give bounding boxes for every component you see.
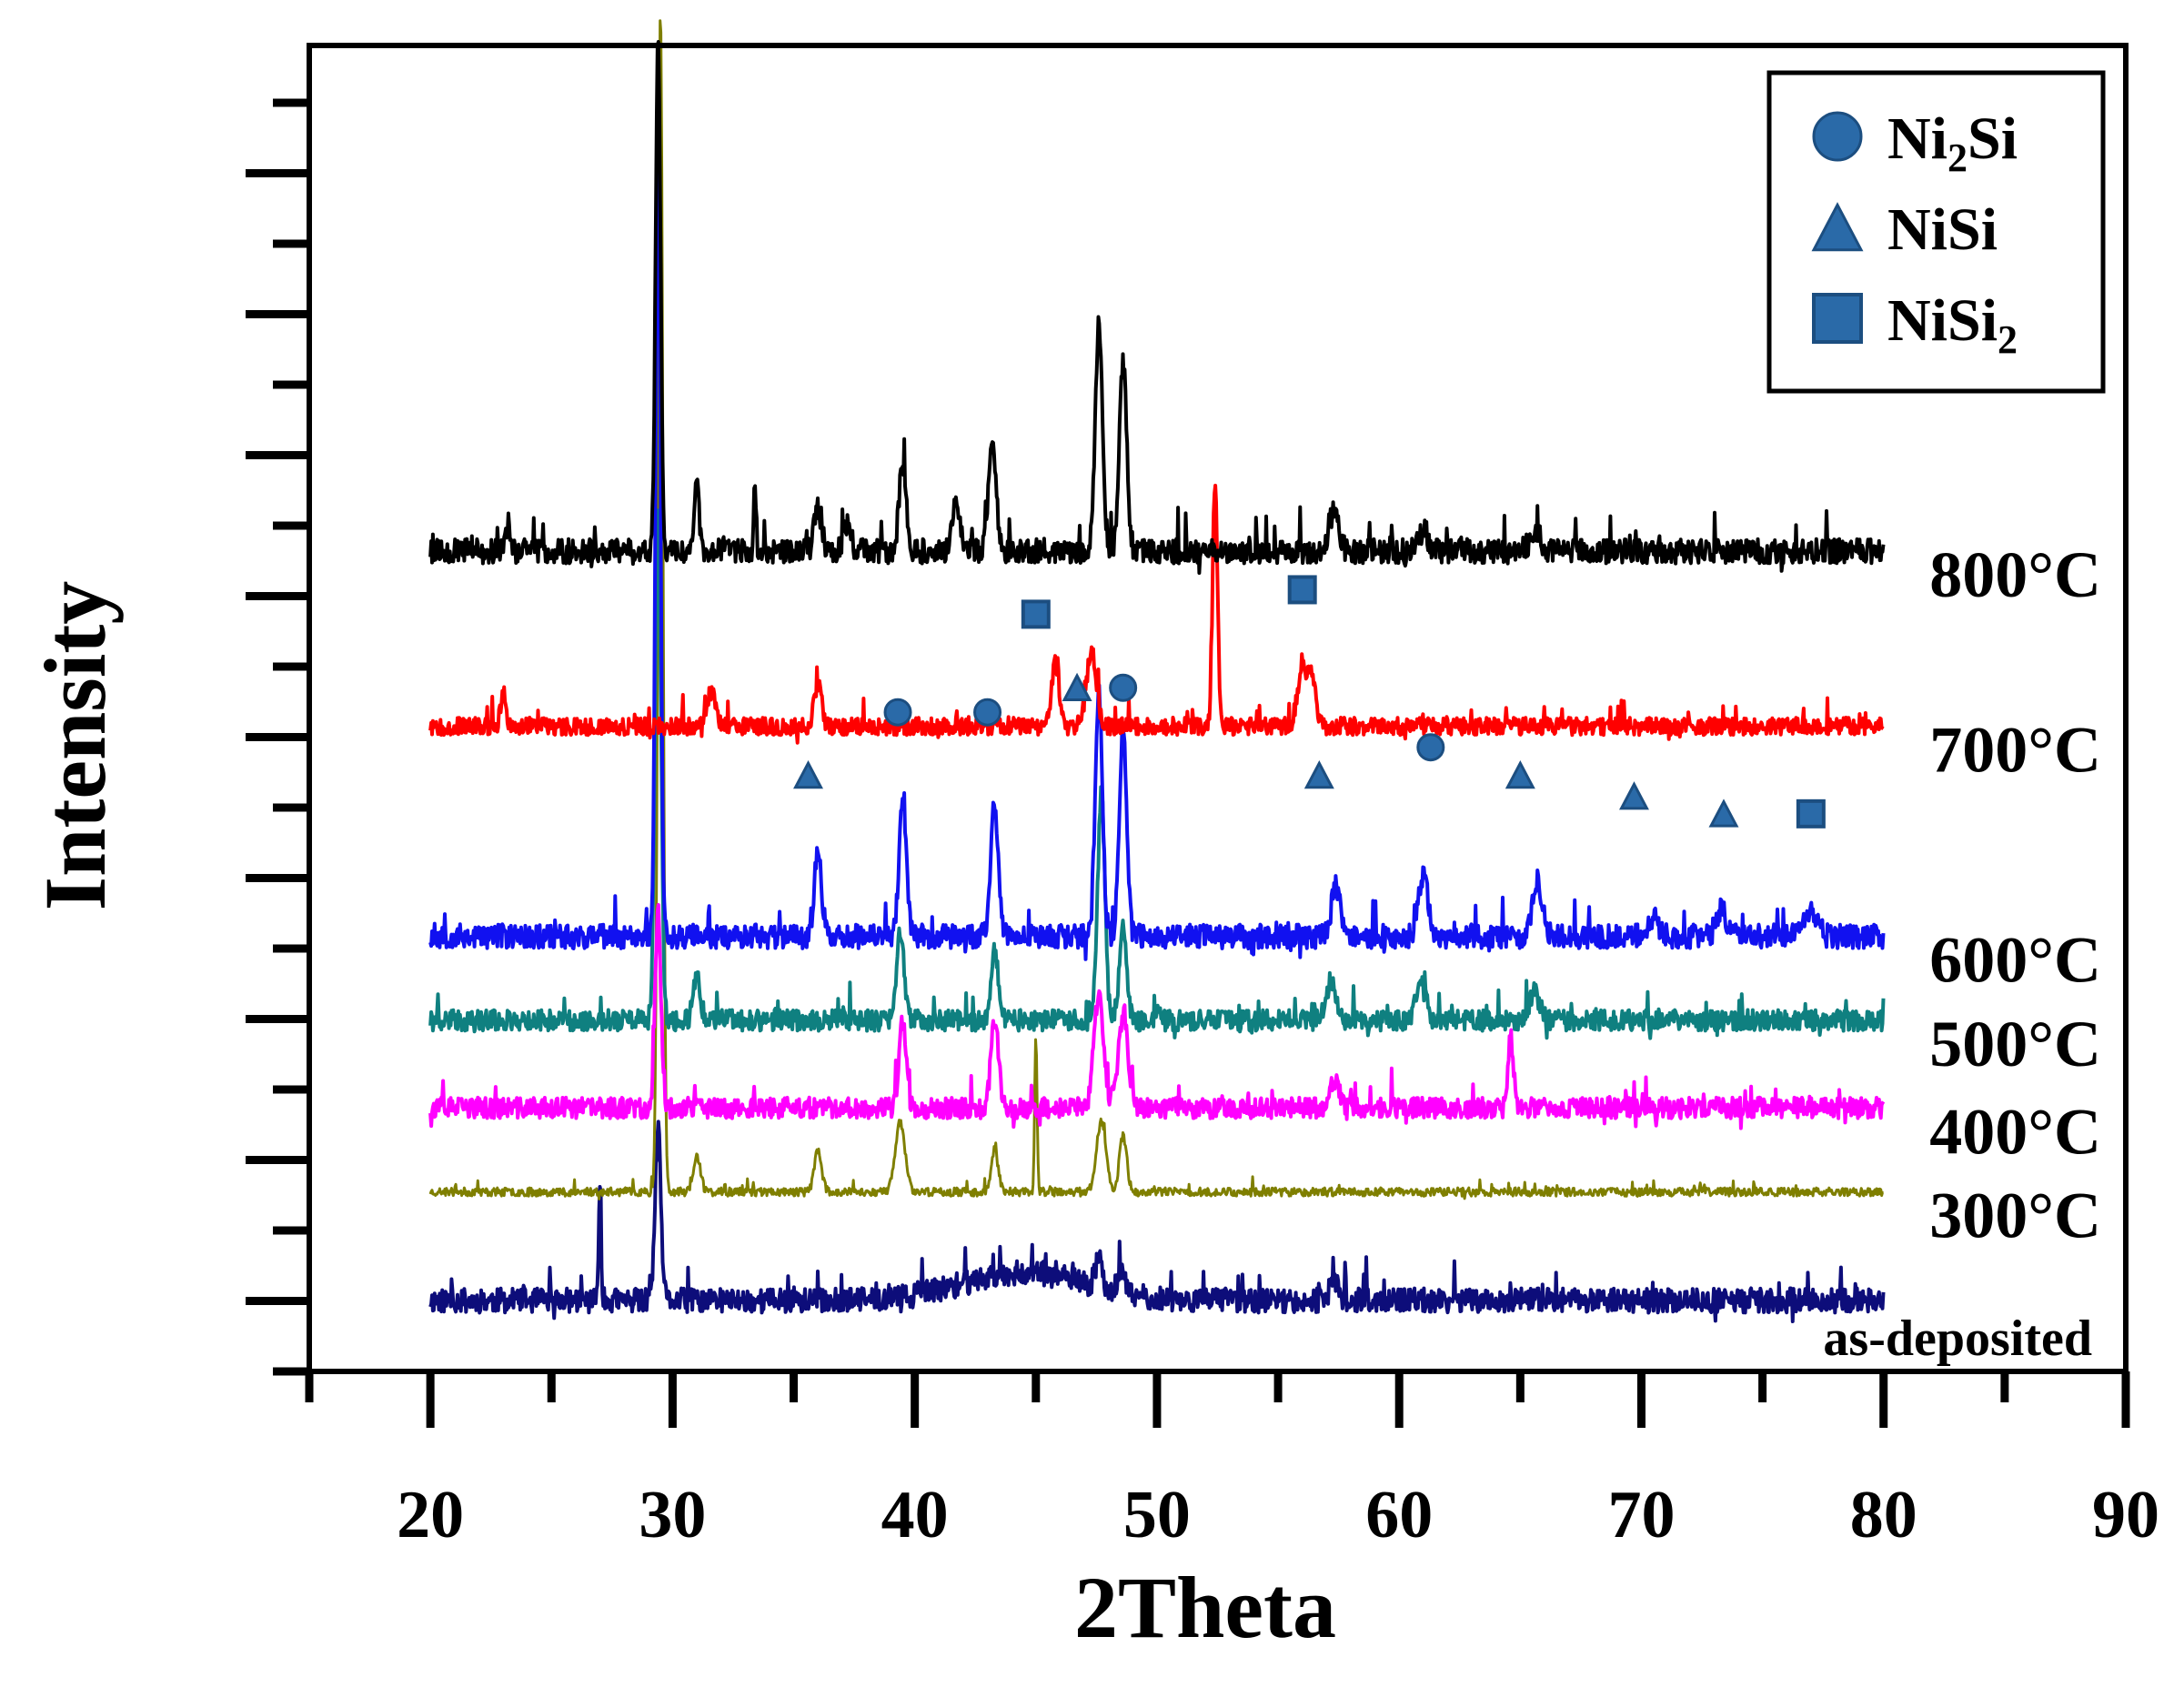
- x-tick-label: 20: [397, 1478, 464, 1552]
- series-label: 600°C: [1929, 924, 2101, 997]
- series-line: [428, 1120, 1886, 1323]
- triangle-marker: [1708, 798, 1739, 828]
- series-layer: [428, 19, 1886, 1323]
- x-tick-label: 80: [1850, 1478, 1917, 1552]
- square-marker: [1796, 798, 1826, 828]
- series-labels: as-deposited 300°C 400°C 500°C 600°C 700°C 800…: [1823, 538, 2101, 1367]
- series-line: [428, 19, 1884, 1200]
- x-tick-label: 50: [1123, 1478, 1191, 1552]
- circle-marker: [1109, 673, 1138, 702]
- triangle-marker: [1062, 672, 1092, 702]
- x-axis-title: 2Theta: [1074, 1559, 1336, 1656]
- series-line: [428, 508, 1886, 1040]
- circle-marker: [973, 698, 1002, 727]
- x-tick-label: 60: [1365, 1478, 1433, 1552]
- legend-square-icon: [1812, 293, 1863, 344]
- legend-circle-icon: [1812, 111, 1863, 162]
- phase-markers: [793, 575, 1826, 828]
- series-line: [428, 483, 1885, 745]
- square-marker: [1287, 575, 1317, 605]
- triangle-marker: [1618, 781, 1649, 810]
- x-tick-label: 90: [2092, 1478, 2159, 1552]
- series-label: 800°C: [1929, 538, 2101, 611]
- triangle-marker: [793, 759, 823, 789]
- square-marker: [1021, 599, 1051, 629]
- legend-label: NiSi2: [1887, 287, 2018, 362]
- x-axis-ticks: [305, 1371, 2130, 1428]
- legend-triangle-icon: [1811, 202, 1864, 252]
- triangle-marker: [1303, 759, 1334, 789]
- y-axis-title: Intensity: [26, 581, 124, 911]
- y-axis-ticks: [246, 98, 309, 1376]
- x-tick-label: 70: [1607, 1478, 1675, 1552]
- series-label: 700°C: [1929, 714, 2101, 787]
- series-label: 500°C: [1929, 1008, 2101, 1080]
- circle-marker: [883, 698, 912, 727]
- x-tick-label: 40: [881, 1478, 949, 1552]
- x-tick-label: 30: [639, 1478, 706, 1552]
- plot-frame: [307, 43, 2129, 1374]
- series-line: [428, 150, 1886, 961]
- legend-label: NiSi: [1887, 196, 1998, 263]
- series-label: 400°C: [1929, 1095, 2101, 1168]
- legend-label: Ni2Si: [1887, 105, 2018, 180]
- series-label: 300°C: [1929, 1180, 2101, 1252]
- x-axis-tick-labels: 20 30 40 50 60 70 80 90: [397, 1478, 2159, 1552]
- circle-marker: [1416, 733, 1445, 762]
- series-line: [428, 40, 1886, 575]
- series-line: [428, 903, 1886, 1130]
- triangle-marker: [1505, 759, 1535, 789]
- series-label: as-deposited: [1823, 1310, 2092, 1367]
- legend: Ni2Si NiSi NiSi2: [1766, 70, 2106, 394]
